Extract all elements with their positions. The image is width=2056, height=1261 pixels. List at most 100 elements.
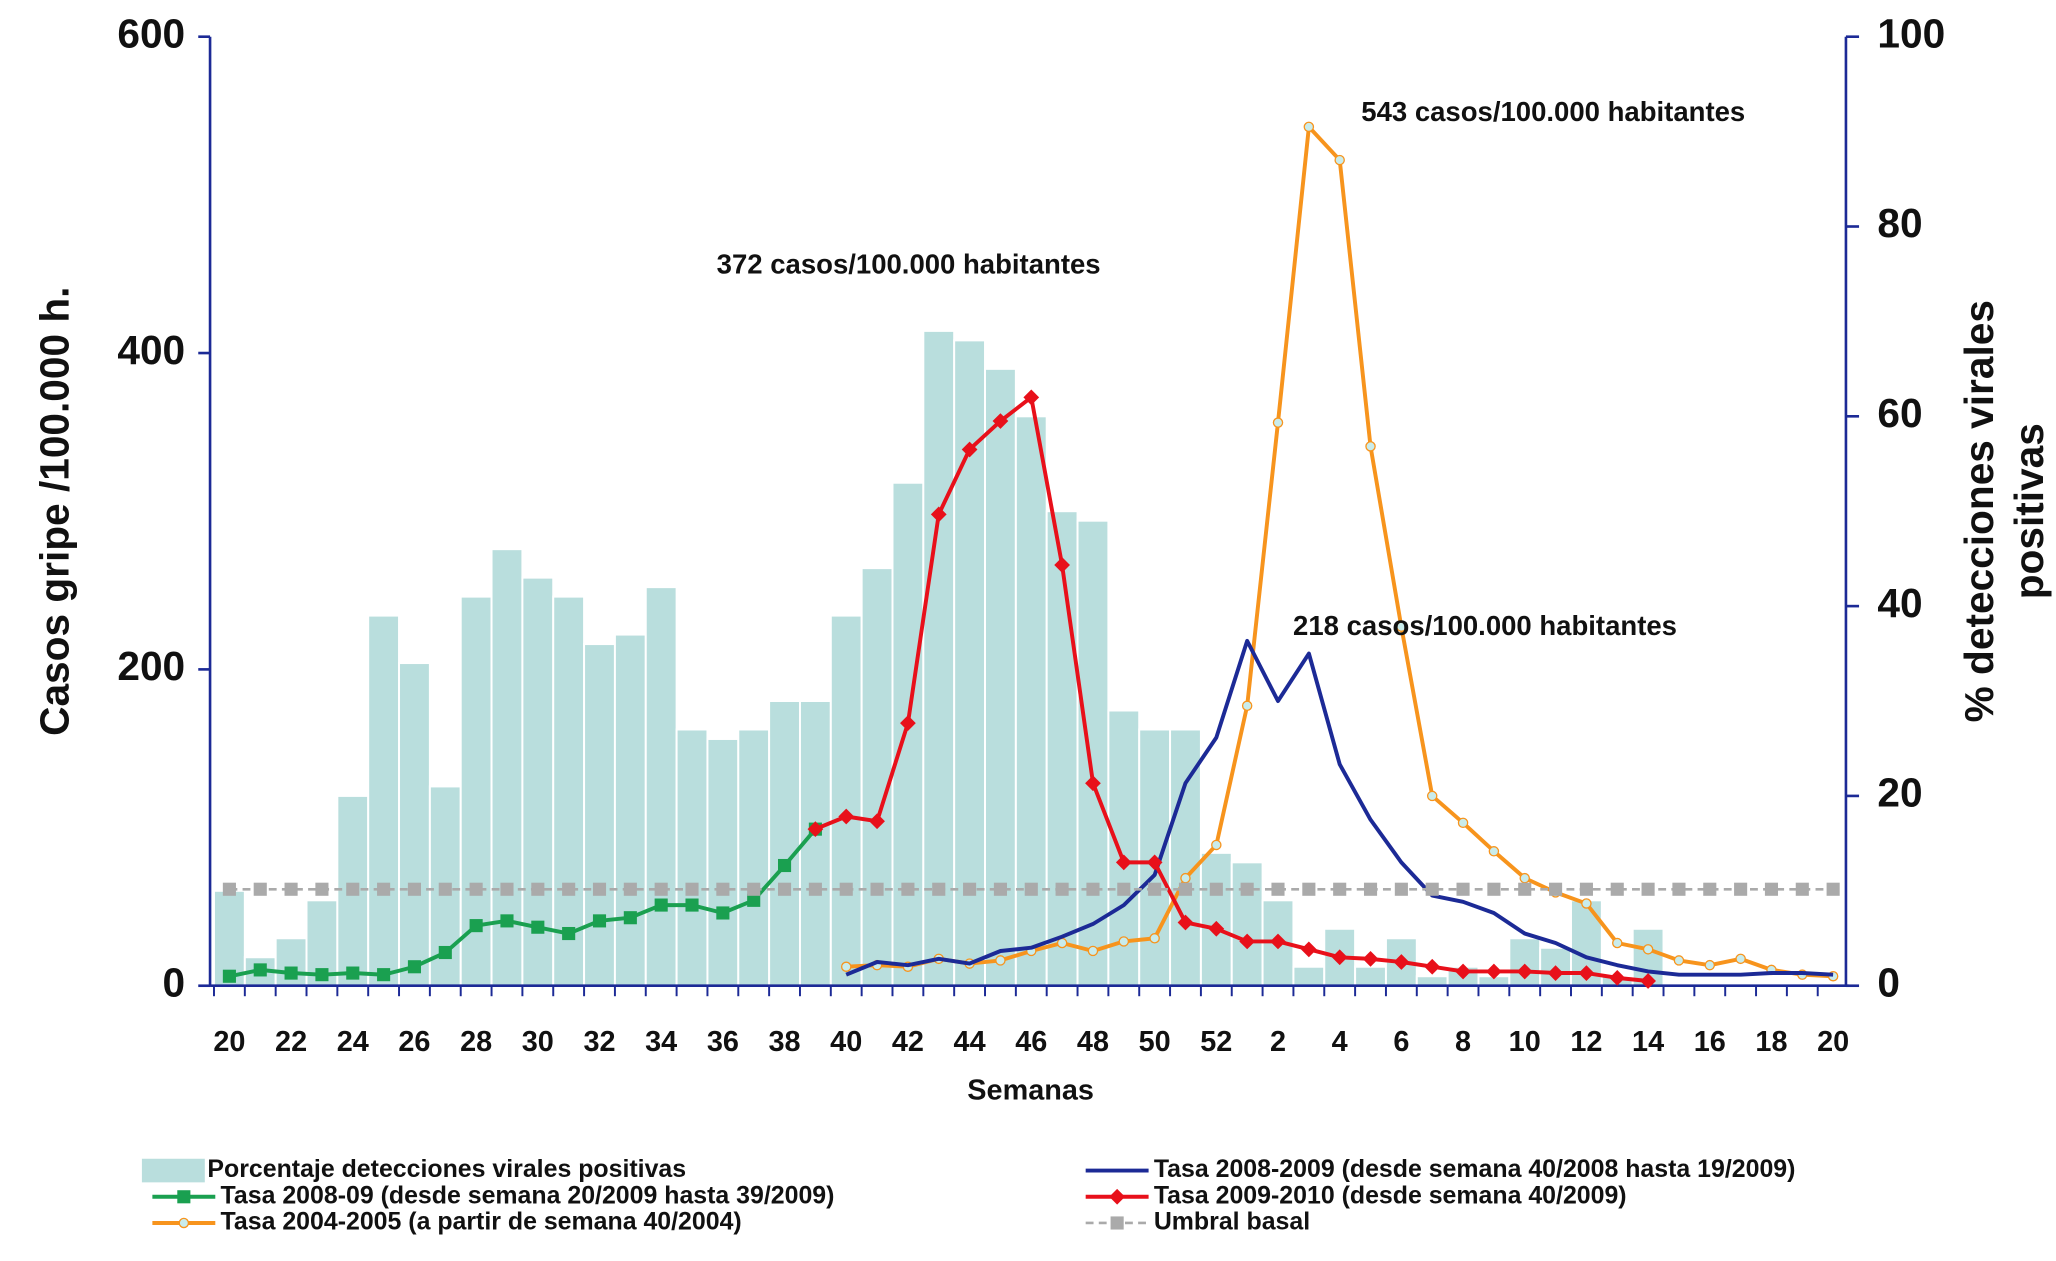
point [407, 960, 422, 974]
legend-marker [178, 1217, 190, 1229]
point [1241, 700, 1253, 712]
point [253, 963, 267, 977]
point [1240, 882, 1254, 896]
point [562, 926, 576, 941]
point [993, 882, 1007, 896]
x-tick-label: 28 [460, 1026, 492, 1058]
point [900, 715, 916, 732]
point [777, 858, 792, 873]
y2-tick-label: 60 [1877, 390, 1922, 436]
legend-label: Porcentaje detecciones virales positivas [207, 1155, 686, 1183]
bar [1230, 861, 1264, 987]
x-tick-label: 32 [583, 1026, 615, 1058]
point [1396, 621, 1407, 632]
point [869, 813, 885, 830]
point [1393, 954, 1410, 970]
x-tick-label: 36 [707, 1026, 739, 1058]
bar [1292, 965, 1326, 987]
annotation: 543 casos/100.000 habitantes [1361, 96, 1745, 127]
x-tick-label: 20 [213, 1026, 245, 1058]
point [1055, 882, 1069, 896]
x-tick-label: 46 [1015, 1026, 1047, 1058]
point [438, 882, 452, 896]
series-line [814, 395, 1649, 983]
x-tick-label: 30 [522, 1026, 554, 1058]
point [1488, 846, 1500, 857]
point [284, 882, 298, 896]
point [1516, 963, 1533, 980]
point [1640, 973, 1656, 989]
point [1642, 944, 1654, 955]
legend-marker [1109, 1188, 1125, 1205]
point [747, 893, 761, 907]
point [1547, 965, 1564, 981]
point [1149, 933, 1160, 944]
point [1087, 945, 1099, 957]
point [1115, 854, 1132, 871]
point [1023, 389, 1040, 406]
point [469, 882, 483, 896]
point [685, 898, 699, 912]
point [1302, 882, 1316, 896]
point [407, 882, 422, 896]
point [839, 882, 853, 896]
x-tick-label: 12 [1570, 1026, 1602, 1058]
point [1333, 882, 1347, 896]
x-tick-label: 22 [275, 1026, 307, 1058]
point [1641, 882, 1655, 896]
point [1211, 839, 1222, 851]
bar [613, 633, 647, 987]
annotation: 372 casos/100.000 habitantes [717, 249, 1101, 280]
point [377, 968, 391, 982]
bar [922, 329, 956, 987]
point [840, 961, 852, 972]
point [377, 882, 391, 896]
point [1457, 817, 1469, 829]
legend-label: Umbral basal [1154, 1208, 1310, 1236]
point [1425, 882, 1439, 896]
point [1673, 955, 1685, 966]
x-tick-label: 38 [769, 1026, 801, 1058]
x-tick-label: 26 [398, 1026, 430, 1058]
point [1271, 882, 1285, 896]
point [1455, 963, 1471, 980]
y2-tick-label: 100 [1877, 10, 1945, 56]
point [284, 966, 298, 980]
bar [860, 567, 894, 987]
point [961, 441, 978, 458]
bar [891, 481, 925, 987]
point [1362, 950, 1379, 967]
point [1178, 882, 1193, 896]
x-axis-label: Semanas [967, 1075, 1094, 1107]
point [1394, 882, 1408, 896]
point [1331, 949, 1348, 966]
x-tick-label: 52 [1200, 1026, 1232, 1058]
point [623, 911, 637, 925]
point [807, 821, 824, 838]
point [500, 914, 514, 928]
point [1456, 882, 1470, 896]
point [592, 882, 607, 896]
bar [1045, 510, 1079, 987]
point [438, 945, 452, 960]
x-tick-label: 10 [1509, 1026, 1541, 1058]
point [1117, 882, 1131, 896]
point [716, 906, 730, 920]
point [747, 882, 761, 896]
point [1363, 882, 1378, 896]
point [222, 882, 236, 896]
point [1239, 933, 1256, 950]
point [963, 882, 977, 896]
point [1795, 882, 1809, 896]
legend-label: Tasa 2009-2010 (desde semana 40/2009) [1154, 1181, 1627, 1209]
point [1549, 882, 1563, 896]
x-tick-label: 6 [1393, 1026, 1409, 1058]
point [1764, 882, 1779, 896]
legend-label: Tasa 2008-09 (desde semana 20/2009 hasta… [221, 1181, 835, 1209]
point [1118, 936, 1130, 947]
legend-swatch [141, 1158, 205, 1183]
bar [1354, 965, 1387, 987]
point [1609, 969, 1626, 986]
y2-tick-label: 20 [1877, 770, 1922, 816]
